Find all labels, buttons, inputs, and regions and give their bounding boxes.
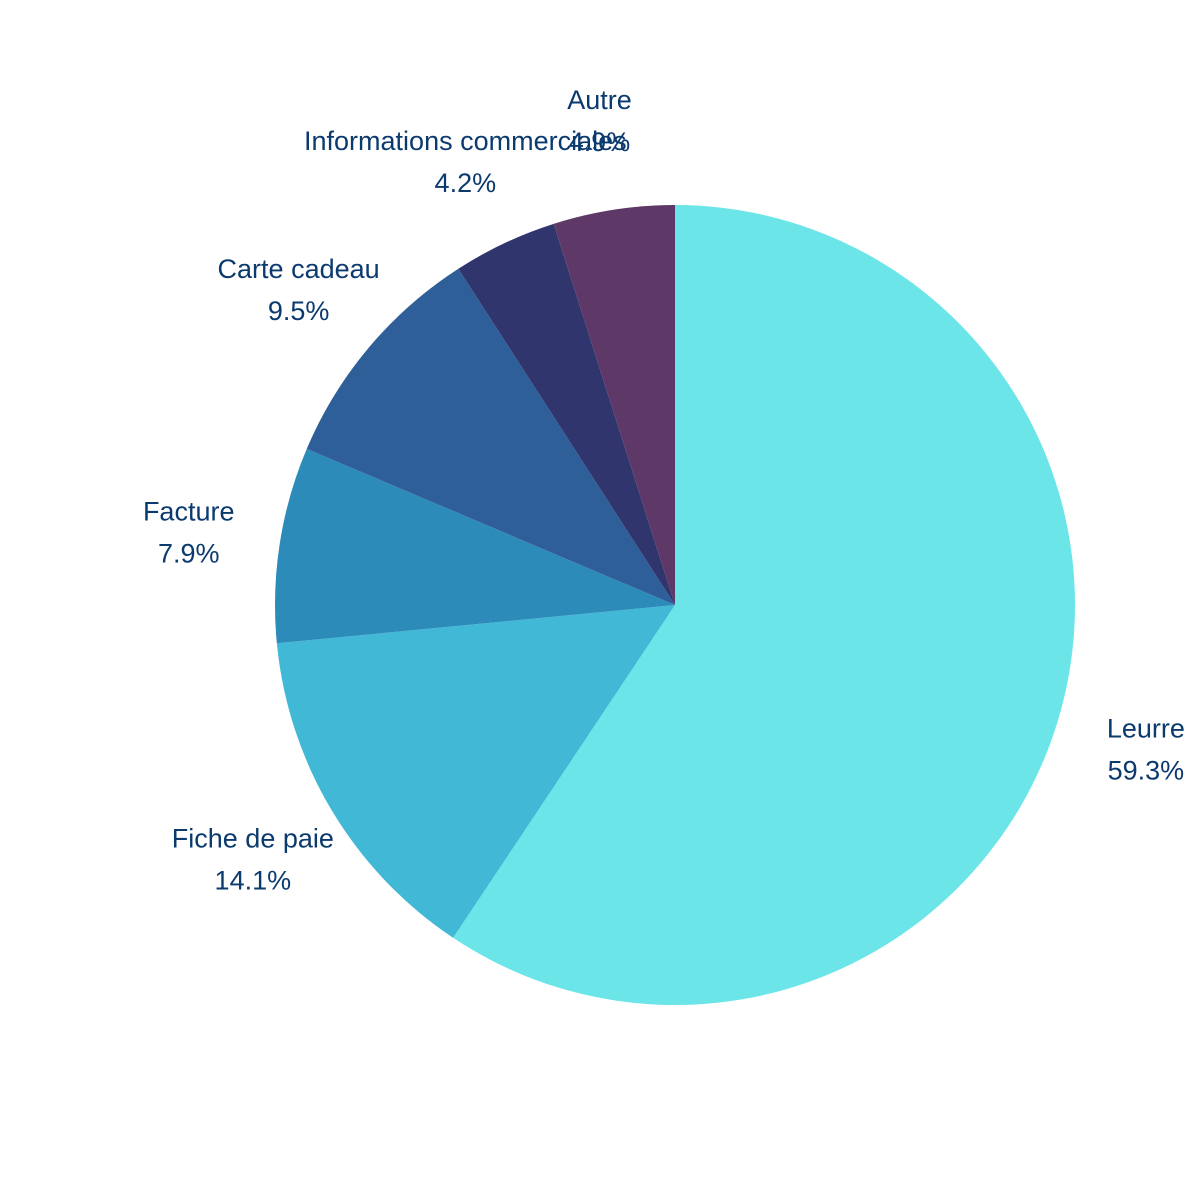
slice-value-autre: 4.9% [569, 127, 631, 157]
slice-label-facture: Facture [143, 496, 235, 526]
slice-label-fiche-de-paie: Fiche de paie [172, 824, 334, 854]
slice-label-autre: Autre [567, 85, 632, 115]
slice-value-leurre: 59.3% [1108, 756, 1185, 786]
pie-labels: Leurre 59.3% Fiche de paie 14.1% Facture 7.9%… [143, 85, 1185, 896]
pie-slice-autre [553, 205, 675, 605]
slice-value-fiche-de-paie: 14.1% [215, 866, 292, 896]
slice-value-carte-cadeau: 9.5% [268, 296, 330, 326]
pie-slice-leurre [453, 205, 1076, 1006]
pie-slices [275, 205, 1076, 1006]
slice-label-leurre: Leurre [1107, 714, 1185, 744]
pie-slice-facture [275, 448, 675, 644]
slice-value-facture: 7.9% [158, 538, 220, 568]
pie-slice-fiche-de-paie [276, 605, 675, 938]
pie-slice-carte-cadeau [306, 268, 675, 605]
pie-slice-informations-commerciales [458, 223, 675, 605]
slice-label-informations-commerciales: Informations commerciales [304, 126, 627, 156]
slice-value-informations-commerciales: 4.2% [435, 168, 497, 198]
slice-label-carte-cadeau: Carte cadeau [218, 254, 380, 284]
